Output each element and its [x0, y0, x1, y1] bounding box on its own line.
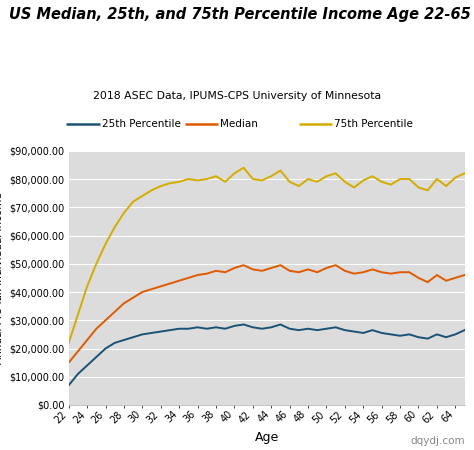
Y-axis label: Annual Pre-Tax Individual Income: Annual Pre-Tax Individual Income — [0, 192, 4, 364]
Text: 25th Percentile: 25th Percentile — [102, 119, 181, 129]
X-axis label: Age: Age — [255, 431, 279, 444]
Text: dqydj.com: dqydj.com — [410, 436, 465, 446]
Text: 2018 ASEC Data, IPUMS-CPS University of Minnesota: 2018 ASEC Data, IPUMS-CPS University of … — [93, 91, 381, 101]
Text: 75th Percentile: 75th Percentile — [334, 119, 413, 129]
Text: Median: Median — [220, 119, 258, 129]
Text: US Median, 25th, and 75th Percentile Income Age 22-65: US Median, 25th, and 75th Percentile Inc… — [9, 7, 471, 22]
